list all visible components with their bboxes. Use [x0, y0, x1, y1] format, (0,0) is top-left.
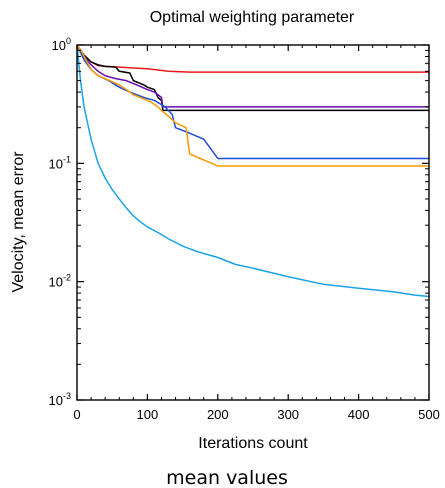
caption: mean values [166, 467, 288, 488]
series-line-3 [76, 44, 429, 160]
y-tick-label: 10-1 [49, 154, 71, 171]
x-tick-label: 500 [418, 407, 440, 422]
y-tick-label: 10-2 [49, 273, 71, 290]
series-line-4 [76, 44, 429, 167]
x-tick-label: 400 [348, 407, 370, 422]
y-tick-label: 100 [52, 36, 71, 53]
series-line-5 [76, 44, 430, 298]
series-layer [76, 44, 430, 298]
y-axis-label: Velocity, mean error [10, 151, 27, 293]
series-line-0 [76, 44, 429, 73]
x-tick-label: 100 [137, 407, 159, 422]
x-axis-label: Iterations count [198, 435, 308, 452]
chart-title: Optimal weighting parameter [150, 9, 355, 26]
x-tick-label: 0 [73, 407, 80, 422]
plot-frame [76, 44, 430, 401]
y-tick-label: 10-3 [49, 391, 71, 408]
x-tick-label: 200 [207, 407, 229, 422]
series-line-2 [76, 44, 429, 108]
axis-layer: 0 100 200 300 400 500 100 10-1 10-2 10-3 [49, 36, 440, 422]
x-tick-label: 300 [277, 407, 299, 422]
series-line-1 [76, 44, 429, 112]
